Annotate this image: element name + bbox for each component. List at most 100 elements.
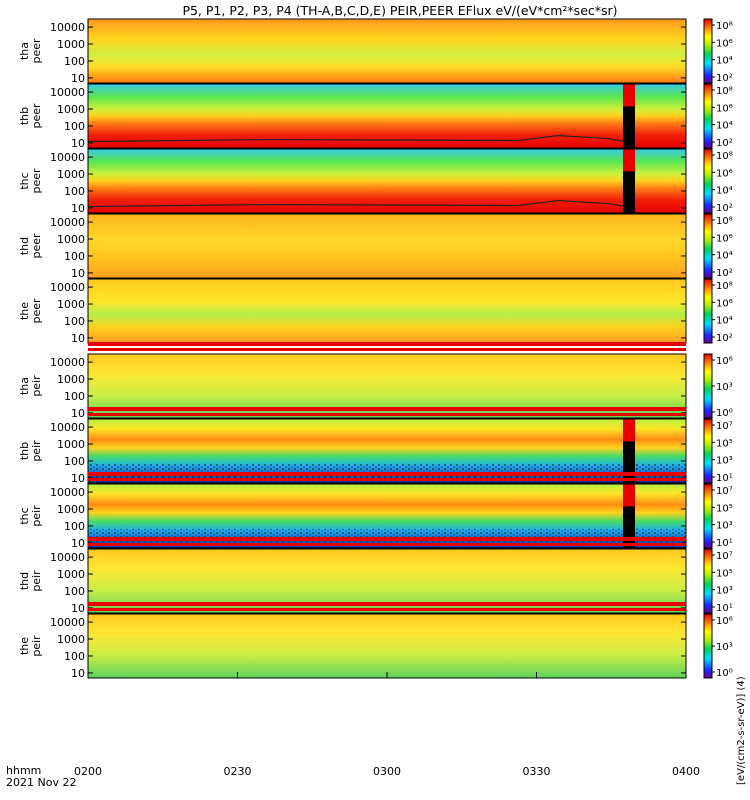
gap-strip [88, 342, 686, 346]
y-axis-label: peer [30, 38, 43, 64]
y-axis-label: the [18, 302, 31, 320]
y-tick-label: 10000 [50, 151, 85, 164]
gap-strip [88, 543, 686, 546]
colorbar-tick-label: 10¹ [716, 538, 733, 549]
y-axis-label: tha [18, 42, 31, 60]
spacecraft-potential-trace [87, 199, 627, 208]
x-tick-label: 0300 [373, 765, 401, 778]
spectrogram-field [88, 279, 686, 343]
y-tick-label: 1000 [57, 38, 85, 51]
colorbar-tick-label: 10⁸ [716, 281, 733, 292]
y-axis-label: thd [18, 237, 31, 255]
y-tick-label: 10000 [50, 616, 85, 629]
y-tick-label: 10 [71, 137, 85, 150]
y-tick-label: 10000 [50, 281, 85, 294]
colorbar [703, 278, 713, 344]
colorbar [703, 548, 713, 614]
data-gap-top [623, 84, 635, 107]
y-axis-label: peir [30, 375, 43, 397]
panel-frame [87, 548, 687, 614]
data-gap-top [623, 484, 635, 507]
colorbar [703, 83, 713, 149]
colorbar-tick-label: 10⁶ [716, 298, 733, 309]
x-tick-label: 0230 [224, 765, 252, 778]
colorbar [703, 18, 713, 84]
x-axis: 0200 0230 0300 0330 0400 [74, 672, 700, 778]
y-tick-label: 10 [71, 602, 85, 615]
data-gap-top [623, 419, 635, 442]
colorbar-tick-label: 10³ [716, 521, 733, 532]
y-tick-label: 100 [64, 250, 85, 263]
colorbar-unit-label: [eV/(cm2-s-sr-eV)] (4) [736, 676, 747, 785]
y-tick-label: 10000 [50, 551, 85, 564]
y-axis-label: peer [30, 168, 43, 194]
y-tick-label: 10 [71, 332, 85, 345]
colorbar-tick-label: 10² [716, 268, 733, 279]
y-axis-label: peir [30, 570, 43, 592]
colorbar-tick-label: 10³ [716, 382, 733, 393]
y-tick-label: 1000 [57, 503, 85, 516]
y-tick-label: 10000 [50, 486, 85, 499]
colorbar-tick-label: 10⁷ [716, 486, 733, 497]
colorbar-tick-label: 10⁶ [716, 103, 733, 114]
panel-frame [87, 353, 687, 419]
y-axis-label: tha [18, 377, 31, 395]
y-axis-label: peir [30, 505, 43, 527]
y-axis-label: thb [18, 442, 31, 460]
y-tick-label: 100 [64, 120, 85, 133]
y-tick-label: 1000 [57, 373, 85, 386]
gap-strip [88, 537, 686, 541]
colorbar-tick-label: 10⁴ [716, 316, 733, 327]
colorbar-tick-label: 10¹ [716, 603, 733, 614]
colorbar-tick-label: 10² [716, 203, 733, 214]
y-tick-label: 10 [71, 407, 85, 420]
y-axis-label: peir [30, 440, 43, 462]
y-tick-label: 100 [64, 585, 85, 598]
y-tick-label: 1000 [57, 438, 85, 451]
colorbar-tick-label: 10⁶ [716, 233, 733, 244]
y-tick-label: 1000 [57, 298, 85, 311]
y-tick-label: 10 [71, 267, 85, 280]
gap-strip [88, 478, 686, 481]
colorbar-tick-label: 10³ [716, 456, 733, 467]
y-axis-label: the [18, 637, 31, 655]
gap-strip [88, 407, 686, 411]
colorbar-tick-label: 10⁸ [716, 151, 733, 162]
y-tick-label: 10000 [50, 216, 85, 229]
y-axis-label: peer [30, 233, 43, 259]
x-tick-label: 0330 [523, 765, 551, 778]
y-tick-label: 1000 [57, 168, 85, 181]
y-axis-label: thd [18, 572, 31, 590]
colorbar-tick-label: 10⁷ [716, 421, 733, 432]
colorbar-tick-label: 10⁰ [716, 408, 733, 419]
y-tick-label: 100 [64, 185, 85, 198]
y-tick-label: 10000 [50, 21, 85, 34]
spectrogram-field [88, 19, 686, 83]
y-tick-label: 100 [64, 650, 85, 663]
gap-strip [88, 608, 686, 611]
panel-thd-peer: 10000 1000 100 10 thd peer 10⁸ 10⁶ 10⁴ 10² [18, 213, 733, 280]
colorbar-tick-label: 10² [716, 333, 733, 344]
y-tick-label: 10000 [50, 86, 85, 99]
panel-the-peir: 10000 1000 100 10 the peir 10⁶ 10³ 10⁰ [18, 613, 733, 680]
colorbar-tick-label: 10² [716, 73, 733, 84]
x-tick-label: 0400 [672, 765, 700, 778]
time-label: hhmm [6, 764, 41, 777]
y-axis-label: peer [30, 298, 43, 324]
panel-tha-peer: 10000 1000 100 10 tha peer 10⁸ 10⁶ 10⁴ 10² [18, 18, 733, 85]
colorbar-tick-label: 10⁶ [716, 38, 733, 49]
colorbar-tick-label: 10⁷ [716, 551, 733, 562]
y-tick-label: 100 [64, 315, 85, 328]
panel-frame [87, 83, 687, 149]
colorbar [703, 418, 713, 484]
y-axis-label: thc [18, 507, 31, 524]
y-axis-label: peer [30, 103, 43, 129]
colorbar-tick-label: 10⁸ [716, 21, 733, 32]
colorbar [703, 613, 713, 679]
colorbar-tick-label: 10⁴ [716, 251, 733, 262]
gap-strip [88, 413, 686, 416]
panel-frame [87, 18, 687, 84]
panel-thb-peer: 10000 1000 100 10 thb peer 10⁸ 10⁶ 10⁴ 10² [18, 83, 733, 150]
panel-frame [87, 418, 687, 484]
